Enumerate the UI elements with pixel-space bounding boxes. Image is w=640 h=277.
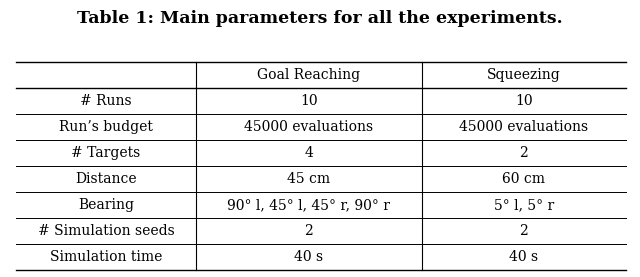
Text: Squeezing: Squeezing (487, 68, 561, 82)
Text: # Simulation seeds: # Simulation seeds (38, 224, 174, 238)
Text: 45000 evaluations: 45000 evaluations (244, 120, 373, 134)
Text: # Targets: # Targets (71, 146, 141, 160)
Text: 40 s: 40 s (509, 250, 538, 264)
Text: 2: 2 (305, 224, 313, 238)
Text: 2: 2 (520, 146, 528, 160)
Text: 10: 10 (515, 94, 532, 108)
Text: 10: 10 (300, 94, 317, 108)
Text: 45 cm: 45 cm (287, 172, 330, 186)
Text: 4: 4 (305, 146, 313, 160)
Text: Table 1: Main parameters for all the experiments.: Table 1: Main parameters for all the exp… (77, 10, 563, 27)
Text: Distance: Distance (75, 172, 137, 186)
Text: Simulation time: Simulation time (50, 250, 162, 264)
Text: Run’s budget: Run’s budget (59, 120, 153, 134)
Text: Goal Reaching: Goal Reaching (257, 68, 360, 82)
Text: 90° l, 45° l, 45° r, 90° r: 90° l, 45° l, 45° r, 90° r (227, 198, 390, 212)
Text: # Runs: # Runs (80, 94, 132, 108)
Text: 60 cm: 60 cm (502, 172, 545, 186)
Text: 45000 evaluations: 45000 evaluations (459, 120, 588, 134)
Text: Bearing: Bearing (78, 198, 134, 212)
Text: 2: 2 (520, 224, 528, 238)
Text: 5° l, 5° r: 5° l, 5° r (493, 198, 554, 212)
Text: 40 s: 40 s (294, 250, 323, 264)
